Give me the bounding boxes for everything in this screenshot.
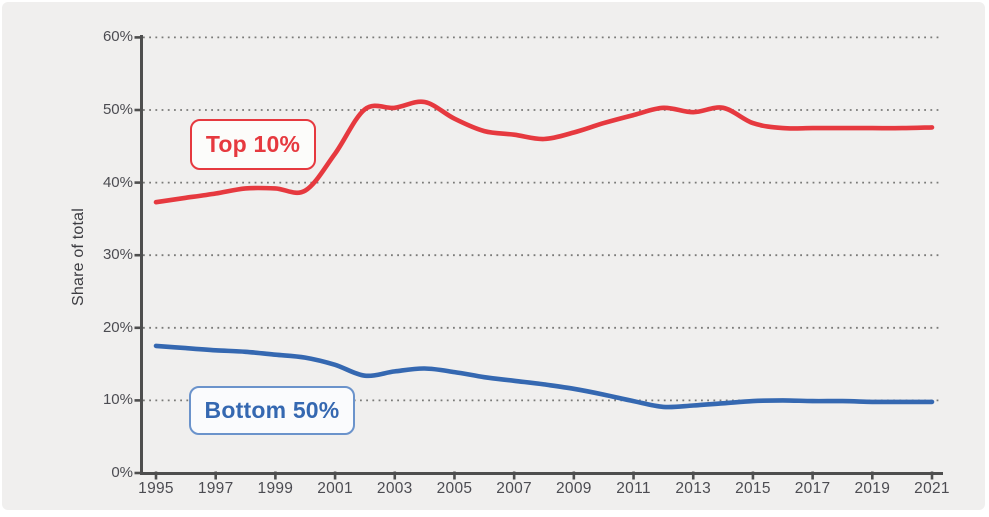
series-line-top-10- xyxy=(153,99,935,205)
series-line-bottom-50- xyxy=(153,343,935,410)
x-tick-label-2017: 2017 xyxy=(794,480,831,497)
y-tick-label-60%: 60% xyxy=(102,28,133,46)
x-tick-label-2019: 2019 xyxy=(854,480,891,497)
top-10-annotation-box: Top 10% xyxy=(190,119,316,170)
x-tick-label-1995: 1995 xyxy=(138,480,174,497)
x-tick-label-2001: 2001 xyxy=(317,480,353,497)
y-tick-label-20%: 20% xyxy=(102,318,133,336)
x-tick-label-2009: 2009 xyxy=(556,480,592,497)
x-tick-label-2021: 2021 xyxy=(914,480,950,497)
y-tick-label-40%: 40% xyxy=(102,173,133,191)
y-tick-label-0%: 0% xyxy=(111,464,133,481)
top-10-annotation-label: Top 10% xyxy=(205,131,301,157)
x-tick-label-1997: 1997 xyxy=(197,480,234,497)
x-tick-label-2011: 2011 xyxy=(616,480,651,497)
y-tick-label-50%: 50% xyxy=(102,101,133,118)
bottom-50-annotation-label: Bottom 50% xyxy=(204,397,340,423)
bottom-50-annotation-box: Bottom 50% xyxy=(189,386,355,435)
x-tick-label-2007: 2007 xyxy=(496,480,532,497)
y-tick-label-30%: 30% xyxy=(102,246,133,264)
x-tick-label-1999: 1999 xyxy=(257,480,294,497)
x-tick-label-2013: 2013 xyxy=(675,480,712,497)
chart-panel: Share of total 0% 10% 20% 30% 40% 50% 60% 1995… xyxy=(2,2,985,510)
x-tick-label-2003: 2003 xyxy=(376,480,413,497)
x-tick-label-2015: 2015 xyxy=(735,480,771,497)
x-tick-label-2005: 2005 xyxy=(436,480,473,497)
y-tick-label-10%: 10% xyxy=(102,391,133,409)
